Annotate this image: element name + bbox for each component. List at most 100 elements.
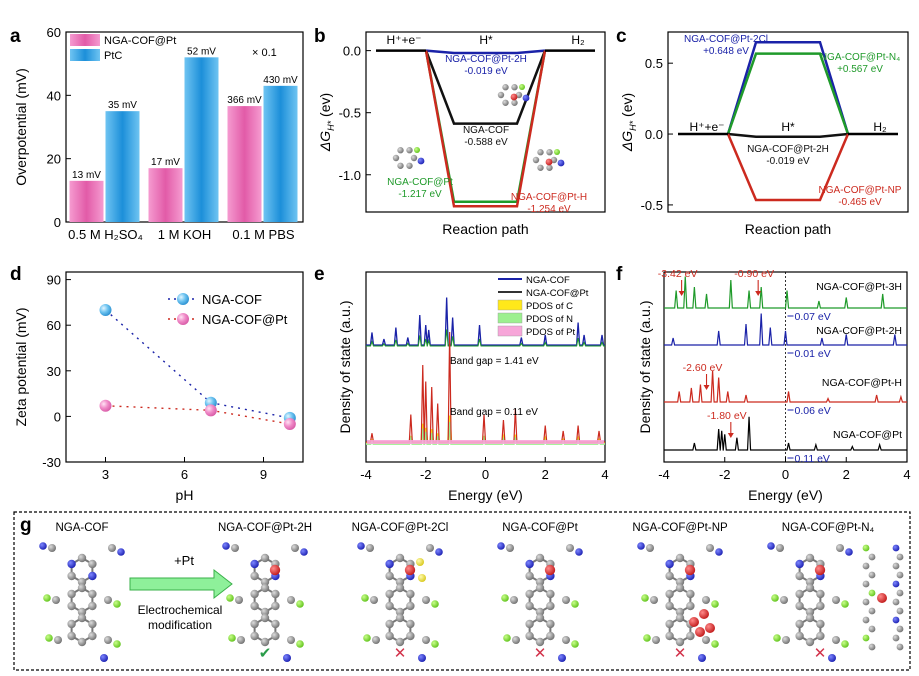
series-name: NGA-COF@Pt-3H [816,281,902,293]
carbon-atom [646,544,654,552]
energy-path [726,133,850,202]
carbon-atom [525,571,534,581]
carbon-atom [512,636,520,644]
carbon-atom [385,601,394,611]
energy-path [727,132,849,138]
x-tick-label: 9 [260,467,267,482]
arrow-caption: modification [148,618,212,632]
carbon-atom [88,559,97,569]
nitrogen-atom [250,559,259,569]
carbon-atom [832,636,840,644]
x-tick-label: 6 [181,467,188,482]
side-atom [862,544,870,552]
nitrogen-atom [88,571,97,581]
carbon-atom [395,607,405,617]
series-value: -0.019 eV [464,66,508,77]
bar-ptc [184,57,219,223]
carbon-atom [77,613,87,623]
x-tick-label: 4 [903,467,910,482]
series-name: NGA-COF@Pt-H [822,377,902,389]
carbon-atom [88,589,97,599]
bar-nga-cof-pt [69,180,104,222]
carbon-atom [675,583,685,593]
platinum-atom [269,564,281,576]
carbon-atom [287,596,295,604]
x-tick-label: -2 [420,467,432,482]
y-tick-label: 0.0 [343,44,361,59]
platinum-atom [545,158,553,166]
carbon-atom [395,553,405,563]
gap-label: 0.01 eV [795,348,831,360]
carbon-atom [88,631,97,641]
carbon-atom [686,589,695,599]
bar-data-label: 17 mV [151,157,180,168]
nitrogen-atom [557,159,565,167]
carbon-atom [816,589,825,599]
series-value: -0.465 eV [838,197,882,208]
nitrogen-atom [67,559,76,569]
carbon-atom [422,596,430,604]
structure-name: NGA-COF@Pt-NP [632,522,728,534]
carbon-atom [506,544,514,552]
legend-label: NGA-COF@Pt [202,312,288,327]
band-gap-annotation: Band gap = 1.41 eV [450,356,539,367]
arrow-caption: Electrochemical [138,603,223,617]
carbon-atom [511,84,518,91]
carbon-atom [406,619,415,629]
gap-label: 0.07 eV [795,311,831,323]
fluorine-atom [571,600,579,608]
legend-marker [177,293,189,305]
carbon-atom [366,544,374,552]
carbon-atom [795,631,804,641]
carbon-atom [502,99,509,106]
carbon-atom [511,99,518,106]
platinum-atom [684,564,696,576]
y-tick-label: 0.0 [645,127,663,142]
carbon-atom [250,571,259,581]
fluorine-atom [431,600,439,608]
nitrogen-atom [558,654,566,662]
carbon-atom [550,156,558,164]
side-atom [868,553,876,561]
carbon-atom [665,619,674,629]
marker-arrowhead [678,291,685,296]
carbon-atom [372,636,380,644]
carbon-atom [497,91,505,99]
carbon-atom [535,607,545,617]
molecule-structure [497,542,583,662]
x-axis-label: pH [176,487,194,503]
legend-swatch [497,312,523,324]
legend-label: PDOS of N [526,314,573,325]
carbon-atom [675,613,685,623]
panel-e-dos-chart: -4 -2 0 2 4 Density of state (a.u.) Energy (eV… [337,271,609,503]
carbon-atom [77,583,87,593]
x-tick-label: -4 [360,467,372,482]
y-axis-label: ΔGH* (ev) [317,93,336,152]
marker-arrowhead [703,385,710,390]
y-tick-label: 60 [47,318,61,333]
carbon-atom [675,553,685,563]
carbon-atom [104,636,112,644]
fluorine-atom [501,594,509,602]
legend-label: NGA-COF@Pt [526,288,589,299]
carbon-atom [104,596,112,604]
y-tick-label: 0 [54,215,61,230]
y-axis-label: Overpotential (mV) [13,68,29,185]
series-name: NGA-COF@Pt-N₄ [820,52,900,63]
carbon-atom [782,636,790,644]
side-atom [896,625,904,633]
carbon-atom [525,631,534,641]
carbon-atom [546,149,553,156]
carbon-atom [535,553,545,563]
series-name: NGA-COF@Pt [833,429,902,441]
energy-path [726,40,850,135]
platinum-atom [877,593,887,603]
x-tick-label: 4 [601,467,608,482]
carbon-atom [422,636,430,644]
y-tick-label: 0 [54,409,61,424]
fluorine-atom [711,600,719,608]
carbon-atom [385,589,394,599]
series-value: -0.588 eV [464,137,508,148]
legend-label: PDOS of C [526,301,573,312]
bar-ptc [105,111,140,222]
